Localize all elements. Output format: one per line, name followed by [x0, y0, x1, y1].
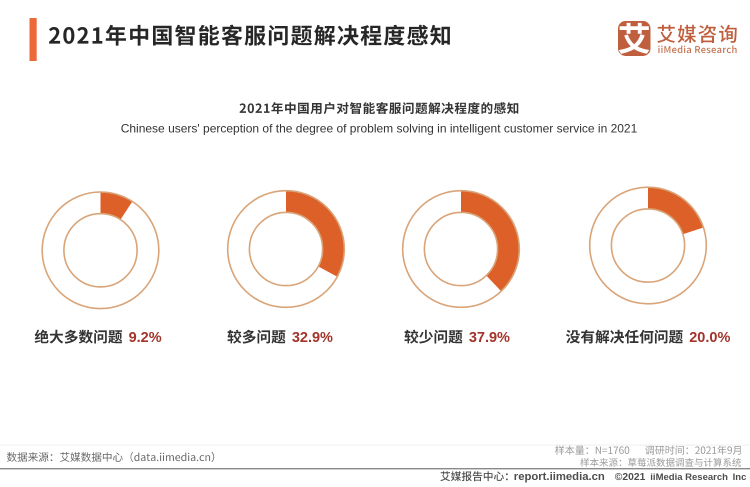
svg-text:Chinese users' perception of t: Chinese users' perception of the degree …: [121, 122, 638, 136]
svg-text:9.2%: 9.2%: [129, 330, 162, 346]
svg-text:report.iimedia.cn: report.iimedia.cn: [514, 471, 605, 483]
svg-text:©2021: ©2021: [615, 472, 646, 483]
svg-text:32.9%: 32.9%: [292, 330, 333, 346]
svg-text:iiMedia Research Inc: iiMedia Research Inc: [650, 472, 746, 483]
svg-text:20.0%: 20.0%: [689, 330, 730, 346]
svg-text:37.9%: 37.9%: [469, 330, 510, 346]
